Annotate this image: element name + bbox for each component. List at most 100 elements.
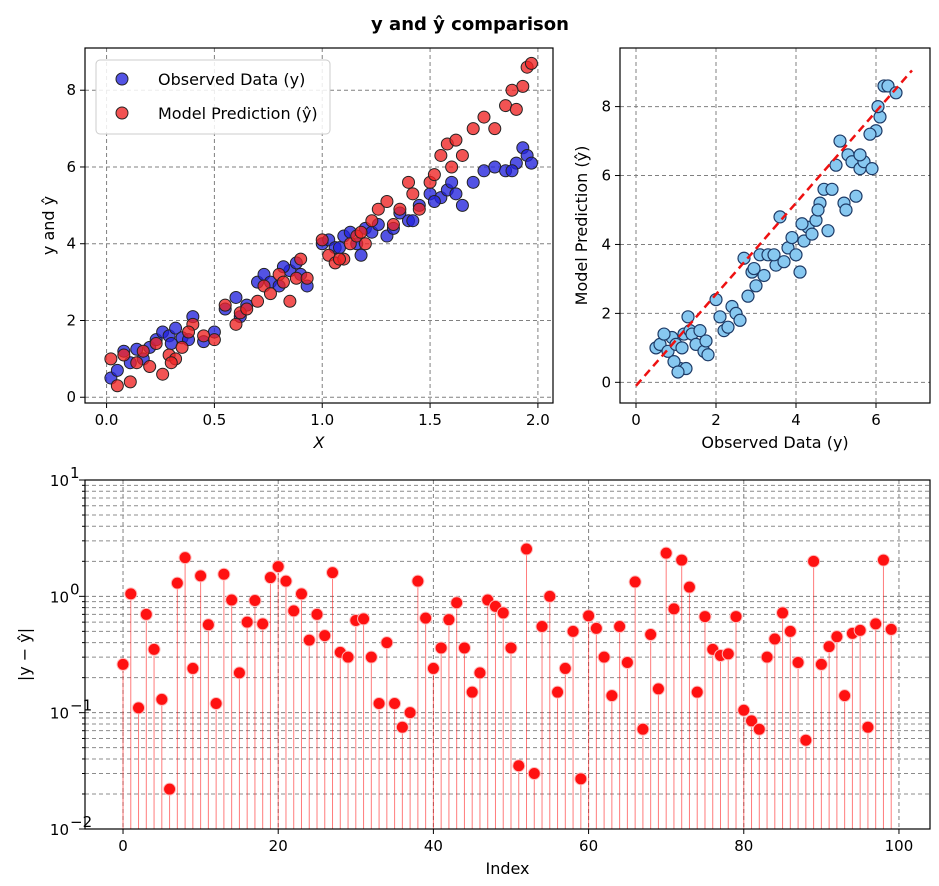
axes-frame: [619, 47, 931, 404]
prediction-point: [455, 148, 469, 162]
observed-point: [427, 195, 441, 209]
stem-marker: [217, 567, 231, 581]
stem-marker: [279, 574, 293, 588]
prediction-point: [294, 252, 308, 266]
stem-marker: [201, 618, 215, 632]
prediction-point: [412, 202, 426, 216]
comparison-point: [657, 327, 671, 341]
stem-marker: [884, 622, 898, 636]
stem-marker: [737, 703, 751, 717]
y-tick-label: 6: [66, 158, 76, 176]
comparison-point: [721, 320, 735, 334]
stem-marker: [543, 589, 557, 603]
x-tick-label: 6: [871, 411, 881, 429]
stem-marker: [450, 596, 464, 610]
stem-marker: [876, 553, 890, 567]
comparison-point: [825, 182, 839, 196]
stem-marker: [116, 657, 130, 671]
comparison-point: [681, 310, 695, 324]
comparison-point: [693, 324, 707, 338]
legend-entry: Model Prediction (ŷ): [158, 104, 318, 123]
stem-marker: [807, 554, 821, 568]
stem-marker: [582, 609, 596, 623]
stem-marker: [147, 642, 161, 656]
y-axis-label: Model Prediction (ŷ): [572, 146, 591, 306]
comparison-point: [863, 127, 877, 141]
y-axis-label: |y − ŷ|: [15, 628, 34, 681]
stem-marker: [271, 560, 285, 574]
comparison-point: [747, 261, 761, 276]
stem-marker: [186, 661, 200, 675]
x-tick-label: 4: [791, 411, 801, 429]
stem-marker: [163, 782, 177, 796]
stem-marker: [465, 685, 479, 699]
observed-point: [332, 241, 346, 255]
comparison-point: [773, 210, 787, 224]
stem-marker: [675, 553, 689, 567]
x-tick-label: 1.5: [418, 411, 442, 429]
legend-box: [95, 59, 331, 135]
x-axis-label: Observed Data (y): [701, 433, 848, 452]
stem-marker: [551, 685, 565, 699]
y-tick-label: 10: [50, 705, 69, 723]
prediction-point: [117, 348, 131, 362]
comparison-point: [749, 279, 763, 293]
prediction-point: [218, 298, 232, 312]
observed-point: [524, 156, 538, 170]
prediction-point: [332, 252, 346, 266]
stem-marker: [341, 650, 355, 664]
observed-point: [406, 214, 420, 228]
observed-point: [354, 248, 368, 262]
stem-marker: [512, 759, 526, 773]
y-tick-label: 8: [66, 81, 76, 99]
identity-reference-line: [635, 69, 913, 387]
stem-marker: [745, 714, 759, 728]
prediction-point: [354, 225, 368, 239]
stem-marker: [636, 722, 650, 736]
prediction-point: [371, 202, 385, 216]
x-tick-label: 2.0: [526, 411, 550, 429]
stem-marker: [667, 602, 681, 616]
x-tick-label: 80: [734, 837, 753, 855]
stem-marker: [318, 629, 332, 643]
observed-point: [164, 337, 178, 351]
x-tick-label: 0: [118, 837, 128, 855]
prediction-point: [315, 233, 329, 247]
y-tick-label: 2: [66, 311, 76, 329]
stem-marker: [473, 666, 487, 680]
x-tick-label: 0.5: [202, 411, 226, 429]
stem-marker: [822, 640, 836, 654]
stem-marker: [783, 624, 797, 638]
prediction-point: [251, 294, 265, 308]
stem-marker: [380, 636, 394, 650]
observed-point: [229, 290, 243, 304]
y-tick-label: 8: [601, 98, 611, 116]
prediction-point: [104, 352, 118, 366]
comparison-point: [741, 289, 755, 303]
observed-point: [505, 164, 519, 178]
stem-marker: [232, 666, 246, 680]
stem-marker: [302, 633, 316, 647]
stem-marker: [364, 650, 378, 664]
axes-frame: [84, 479, 931, 830]
x-tick-label: 2: [711, 411, 721, 429]
y-axis-label: y and ŷ: [39, 196, 58, 255]
stem-marker: [760, 650, 774, 664]
stem-marker: [861, 720, 875, 734]
prediction-point: [197, 329, 211, 343]
prediction-point: [516, 79, 530, 93]
stem-marker: [434, 641, 448, 655]
stem-marker: [139, 607, 153, 621]
x-tick-label: 60: [579, 837, 598, 855]
prediction-point: [136, 344, 150, 358]
stem-marker: [310, 607, 324, 621]
prediction-point: [123, 375, 137, 389]
prediction-point: [449, 133, 463, 147]
y-tick-label: 2: [601, 304, 611, 322]
prediction-point: [406, 187, 420, 201]
comparison-point: [805, 227, 819, 241]
comparison-point: [865, 162, 879, 176]
observed-point: [488, 160, 502, 174]
comparison-point: [713, 310, 727, 324]
stem-marker: [682, 580, 696, 594]
